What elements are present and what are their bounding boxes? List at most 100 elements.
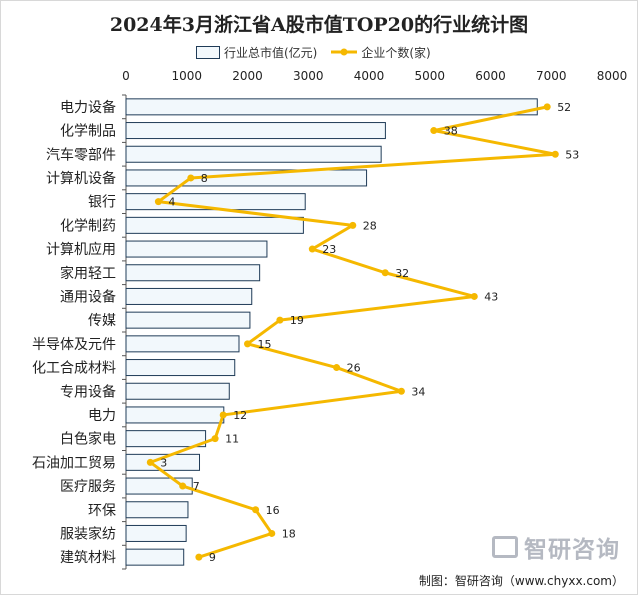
category-label: 传媒 xyxy=(88,313,116,329)
data-label: 4 xyxy=(168,196,175,209)
legend-item-line: 企业个数(家) xyxy=(331,44,431,61)
bar xyxy=(125,98,538,116)
data-label: 18 xyxy=(282,527,296,540)
category-label: 化学制药 xyxy=(60,218,116,234)
category-label: 电力 xyxy=(88,408,116,424)
category-label: 环保 xyxy=(88,503,116,519)
category-label: 专用设备 xyxy=(60,383,116,400)
x-tick-label: 1000 xyxy=(171,69,202,83)
data-label: 12 xyxy=(233,409,247,422)
x-tick-label: 5000 xyxy=(414,69,445,83)
line-point xyxy=(252,506,260,514)
line-point xyxy=(381,269,389,277)
data-label: 7 xyxy=(193,480,200,493)
legend: 行业总市值(亿元) 企业个数(家) xyxy=(196,44,445,60)
line-point xyxy=(268,529,276,537)
line-point xyxy=(470,292,478,300)
category-label: 化工合成材料 xyxy=(32,361,116,377)
legend-line-label: 企业个数(家) xyxy=(361,45,431,60)
bar xyxy=(125,548,185,566)
watermark-text: 智研咨询 xyxy=(524,537,620,563)
category-label: 银行 xyxy=(88,195,116,211)
category-label: 建筑材料 xyxy=(60,550,116,566)
bar xyxy=(125,145,382,163)
bar xyxy=(125,382,230,400)
x-tick-label: 4000 xyxy=(354,69,385,83)
category-label: 家用轻工 xyxy=(60,265,116,282)
data-label: 15 xyxy=(258,338,272,351)
x-tick-label: 7000 xyxy=(536,69,567,83)
chart-title: 2024年3月浙江省A股市值TOP20的行业统计图 xyxy=(109,14,529,36)
line-point xyxy=(154,198,162,206)
data-label: 52 xyxy=(557,101,571,114)
category-label: 白色家电 xyxy=(60,431,116,448)
footer-credit: 制图：智研咨询（www.chyxx.com） xyxy=(418,574,624,588)
bar xyxy=(125,169,368,187)
line-point xyxy=(276,316,284,324)
category-label: 汽车零部件 xyxy=(46,146,116,163)
data-label: 38 xyxy=(444,125,458,138)
category-label: 医疗服务 xyxy=(60,479,116,495)
line-point xyxy=(551,150,559,158)
data-label: 11 xyxy=(225,433,239,446)
line-point xyxy=(333,364,341,372)
category-label: 计算机应用 xyxy=(46,241,116,258)
data-label: 8 xyxy=(201,172,208,185)
data-label: 34 xyxy=(411,385,425,398)
data-label: 28 xyxy=(363,219,377,232)
bar xyxy=(125,311,251,329)
data-label: 9 xyxy=(209,551,216,564)
bar xyxy=(125,501,189,519)
data-label: 32 xyxy=(395,267,409,280)
legend-item-bar: 行业总市值(亿元) xyxy=(196,44,317,61)
line-point xyxy=(430,127,438,135)
data-label: 53 xyxy=(565,148,579,161)
bar xyxy=(125,264,261,282)
bar xyxy=(125,122,386,140)
category-label: 计算机设备 xyxy=(46,170,116,187)
legend-line-swatch xyxy=(331,48,358,56)
line-point xyxy=(146,458,154,466)
line-point xyxy=(397,387,405,395)
line-point xyxy=(244,340,251,348)
bar xyxy=(125,335,240,353)
data-label: 19 xyxy=(290,314,304,327)
category-label: 石油加工贸易 xyxy=(32,455,116,471)
data-label: 23 xyxy=(322,243,336,256)
data-label: 16 xyxy=(266,504,280,517)
category-label: 化学制品 xyxy=(60,124,116,140)
line-point xyxy=(195,553,203,561)
bar xyxy=(125,240,268,258)
bar xyxy=(125,216,304,234)
line-point xyxy=(543,103,551,111)
bar xyxy=(125,430,207,448)
x-tick-label: 6000 xyxy=(475,69,506,83)
bar xyxy=(125,524,187,542)
line-point xyxy=(349,221,357,229)
category-label: 半导体及元件 xyxy=(32,337,116,353)
line-point xyxy=(179,482,187,490)
bar xyxy=(125,359,236,377)
x-tick-label: 0 xyxy=(122,69,130,83)
data-label: 43 xyxy=(484,290,498,303)
logo-icon xyxy=(492,536,518,558)
x-tick-label: 2000 xyxy=(232,69,263,83)
category-label: 服装家纺 xyxy=(60,525,116,542)
line-point xyxy=(219,411,227,419)
watermark-logo: 智研咨询 xyxy=(492,530,620,564)
data-label: 3 xyxy=(160,456,167,469)
bar xyxy=(125,406,225,424)
data-label: 26 xyxy=(347,362,361,375)
line-point xyxy=(308,245,316,253)
legend-bar-swatch xyxy=(196,45,220,59)
legend-bar-label: 行业总市值(亿元) xyxy=(224,45,318,60)
line-point xyxy=(187,174,195,182)
bar xyxy=(125,287,253,305)
category-label: 电力设备 xyxy=(60,99,116,116)
x-tick-label: 3000 xyxy=(293,69,324,83)
line-point xyxy=(211,435,219,443)
x-tick-label: 8000 xyxy=(597,69,628,83)
category-label: 通用设备 xyxy=(60,288,116,305)
line-series xyxy=(148,105,557,559)
